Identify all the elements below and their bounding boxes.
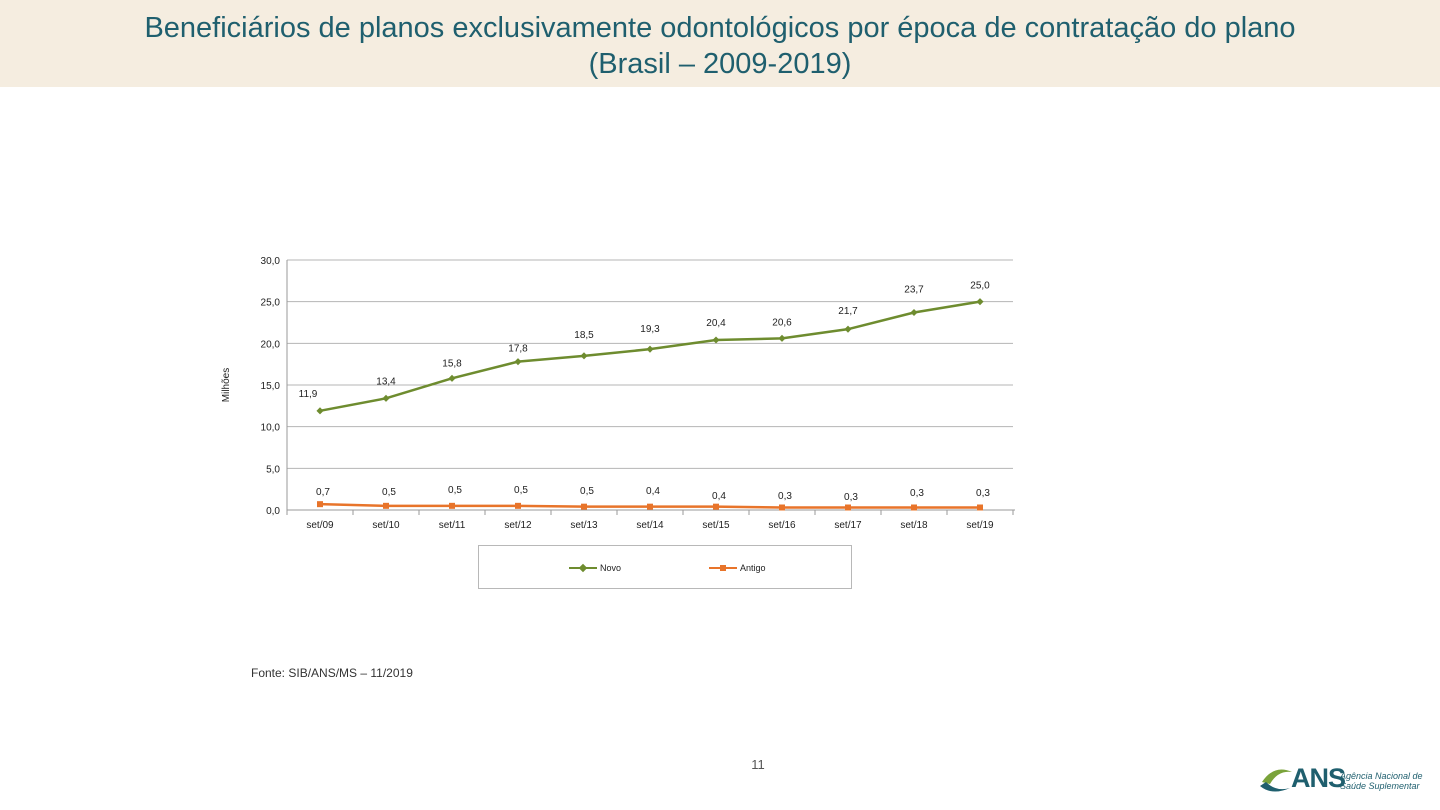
- data-label-novo: 23,7: [904, 285, 924, 296]
- data-point-novo: [448, 374, 456, 382]
- legend-item-novo: Novo: [569, 561, 621, 575]
- data-point-novo: [844, 325, 852, 333]
- y-tick-label: 20,0: [261, 339, 281, 350]
- data-label-antigo: 0,4: [646, 486, 660, 497]
- data-label-novo: 19,3: [640, 324, 660, 335]
- data-label-antigo: 0,5: [448, 485, 462, 496]
- x-tick-label: set/12: [504, 520, 532, 531]
- data-label-novo: 17,8: [508, 344, 528, 355]
- y-tick-label: 15,0: [261, 381, 281, 392]
- data-point-novo: [580, 352, 588, 360]
- data-label-antigo: 0,3: [910, 488, 924, 499]
- legend-label-novo: Novo: [600, 563, 622, 573]
- data-label-novo: 21,7: [838, 306, 858, 317]
- y-tick-label: 30,0: [261, 256, 281, 267]
- x-tick-label: set/15: [702, 520, 730, 531]
- legend-swatch-antigo: [709, 565, 737, 571]
- x-tick-label: set/14: [636, 520, 664, 531]
- logo-line1: Agência Nacional de: [1340, 771, 1423, 781]
- data-point-antigo: [383, 502, 389, 509]
- legend-swatch-novo: [569, 563, 597, 573]
- chart-legend: Novo Antigo: [478, 545, 852, 589]
- logo-abbr: ANS: [1291, 763, 1346, 793]
- data-label-antigo: 0,7: [316, 487, 330, 498]
- legend-item-antigo: Antigo: [709, 561, 766, 575]
- data-label-novo: 20,6: [772, 317, 792, 328]
- data-label-antigo: 0,3: [844, 492, 858, 503]
- source-note: Fonte: SIB/ANS/MS – 11/2019: [251, 666, 413, 680]
- data-point-novo: [382, 394, 390, 402]
- page-number: 11: [751, 757, 765, 772]
- data-label-antigo: 0,5: [382, 487, 396, 498]
- data-point-novo: [910, 308, 918, 317]
- x-tick-label: set/19: [966, 520, 994, 531]
- data-point-antigo: [581, 503, 587, 510]
- data-label-novo: 25,0: [970, 281, 990, 292]
- legend-label-antigo: Antigo: [740, 563, 766, 573]
- data-point-novo: [316, 407, 324, 415]
- series-line-novo: [319, 300, 981, 413]
- logo-agency-name: Agência Nacional de Saúde Suplementar: [1340, 771, 1423, 791]
- data-point-antigo: [647, 503, 653, 510]
- data-point-novo: [712, 336, 720, 344]
- y-tick-label: 5,0: [266, 464, 280, 475]
- data-point-antigo: [317, 501, 323, 508]
- data-label-novo: 18,5: [574, 330, 594, 341]
- data-point-antigo: [779, 504, 785, 511]
- y-tick-label: 10,0: [261, 423, 281, 434]
- data-label-novo: 15,8: [442, 358, 462, 369]
- data-label-novo: 11,9: [299, 389, 318, 400]
- data-label-antigo: 0,5: [514, 485, 528, 496]
- slide-title: Beneficiários de planos exclusivamente o…: [144, 12, 1296, 44]
- data-point-novo: [778, 334, 786, 342]
- y-axis-title: Milhões: [221, 368, 232, 402]
- data-point-antigo: [449, 502, 455, 509]
- data-point-antigo: [977, 504, 983, 511]
- data-point-novo: [514, 358, 522, 366]
- data-label-novo: 20,4: [706, 318, 726, 329]
- data-point-antigo: [515, 502, 521, 509]
- data-point-novo: [646, 345, 654, 353]
- x-tick-label: set/17: [834, 520, 862, 531]
- data-point-antigo: [911, 504, 917, 511]
- x-tick-label: set/18: [900, 520, 928, 531]
- data-label-novo: 13,4: [376, 376, 396, 387]
- x-tick-label: set/09: [306, 520, 334, 531]
- y-tick-label: 25,0: [261, 298, 281, 309]
- data-point-novo: [976, 298, 984, 306]
- x-tick-label: set/13: [570, 520, 598, 531]
- ans-logo: ANS Agência Nacional de Saúde Suplementa…: [1258, 760, 1430, 800]
- line-chart: 0,0 5,0 10,0 15,0 20,0 25,0 30,0 set/09 set/10 se…: [221, 256, 1015, 531]
- data-point-antigo: [845, 504, 851, 511]
- data-label-antigo: 0,3: [778, 491, 792, 502]
- ans-logo-icon: [1260, 769, 1292, 792]
- x-tick-label: set/16: [768, 520, 796, 531]
- x-tick-label: set/11: [439, 520, 466, 531]
- y-tick-label: 0,0: [266, 506, 280, 517]
- slide-subtitle: (Brasil – 2009-2019): [588, 48, 852, 80]
- title-bar: Beneficiários de planos exclusivamente o…: [0, 0, 1440, 87]
- data-label-antigo: 0,5: [580, 486, 594, 497]
- x-tick-label: set/10: [372, 520, 400, 531]
- logo-line2: Saúde Suplementar: [1340, 781, 1420, 791]
- data-label-antigo: 0,3: [976, 488, 990, 499]
- data-point-antigo: [713, 503, 719, 510]
- data-label-antigo: 0,4: [712, 491, 726, 502]
